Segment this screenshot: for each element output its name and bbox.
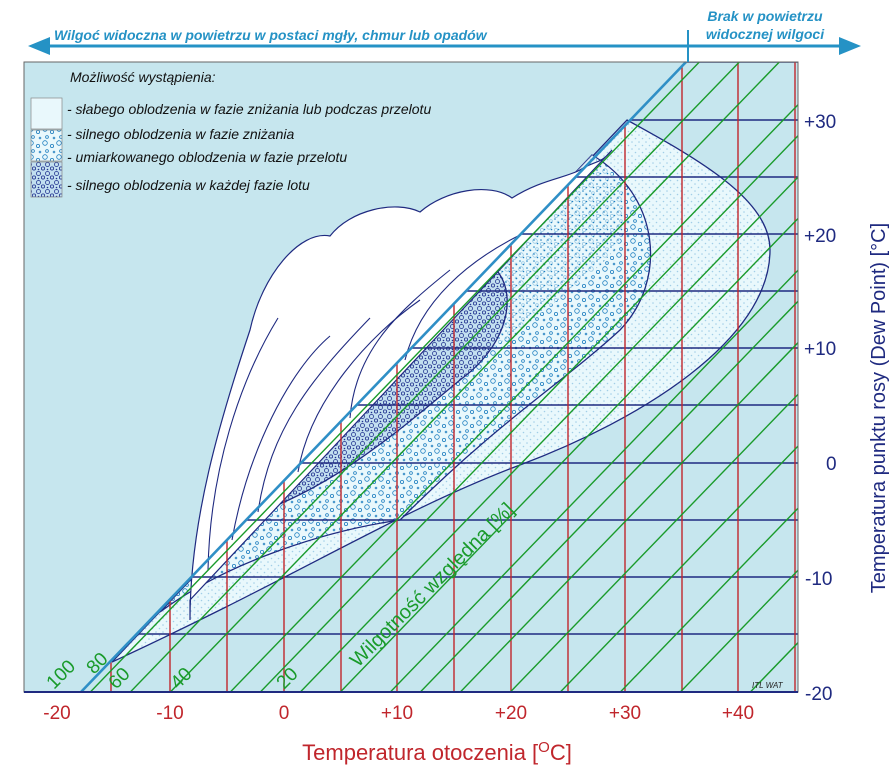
humidity-line [280,62,798,692]
no-moisture-label-line1: Brak w powietrzu [707,8,823,24]
humidity-line [110,62,798,692]
humidity-line [370,62,798,692]
legend-title: Możliwość wystąpienia: [70,69,216,85]
x-tick-label: -10 [156,703,183,724]
credit-label: ITL WAT [752,681,784,690]
x-tick-label: +30 [609,703,641,724]
x-tick-labels: -20 -10 0 +10 +20 +30 +40 [43,703,754,724]
x-axis-title: Temperatura otoczenia [OC] [302,739,572,765]
humidity-line [600,62,798,692]
humidity-line [440,62,798,692]
x-tick-label: +40 [722,703,754,724]
legend-swatch-moderate [30,129,63,162]
y-tick-label: -10 [805,569,832,590]
no-moisture-label-line2: widocznej wilgoci [706,26,825,42]
legend-item-moderate: - umiarkowanego oblodzenia w fazie przel… [67,149,347,165]
y-axis-title: Temperatura punktu rosy (Dew Point) [°C] [868,223,890,593]
y-tick-labels: +30 +20 +10 0 -10 -20 [804,112,837,705]
humidity-line [150,62,798,692]
y-tick-label: +30 [804,112,836,133]
humidity-line [540,62,798,692]
legend-item-severe: - silnego oblodzenia w każdej fazie lotu [67,177,310,193]
humidity-line [320,62,798,692]
humidity-line [400,62,798,692]
y-tick-label: -20 [805,684,832,705]
cloud-contours [207,234,521,571]
y-tick-label: +20 [804,226,836,247]
legend-swatch-severe [30,161,63,198]
moisture-arrow [28,30,861,62]
humidity-line [240,62,798,692]
saturation-line [80,61,687,693]
y-tick-label: +10 [804,339,836,360]
cloud-shape [189,149,613,621]
humidity-line [490,62,798,692]
x-tick-label: -20 [43,703,70,724]
humidity-line [660,62,798,692]
x-tick-label: 0 [279,703,290,724]
humidity-line [210,62,798,692]
legend: Możliwość wystąpienia: - słabego oblodze… [30,69,431,198]
legend-swatch-light [30,97,63,130]
visible-moisture-label: Wilgoć widoczna w powietrzu w postaci mg… [54,27,488,43]
legend-item-light: - słabego oblodzenia w fazie zniżania lu… [67,101,431,117]
x-tick-label: +10 [381,703,413,724]
y-tick-label: 0 [826,454,837,475]
humidity-line [70,62,797,692]
x-tick-label: +20 [495,703,527,724]
legend-item-strong-descent: - silnego oblodzenia w fazie zniżania [67,126,294,142]
